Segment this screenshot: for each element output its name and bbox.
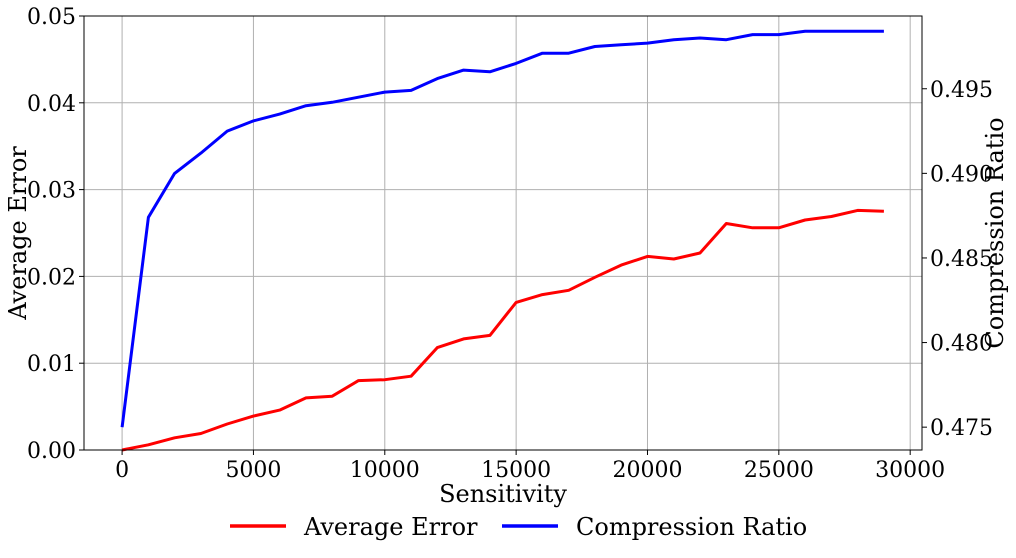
legend: Average Error Compression Ratio [230, 513, 807, 541]
series-line-average-error [121, 208, 884, 452]
x-tick-label: 10000 [350, 458, 420, 483]
left-y-tick-label: 0.05 [27, 5, 76, 30]
right-y-tick-label: 0.475 [930, 416, 993, 441]
left-y-tick-label: 0.00 [27, 439, 76, 464]
x-tick-label: 20000 [612, 458, 682, 483]
grid-lines [84, 15, 922, 451]
series-layer [120, 29, 884, 452]
x-tick-label: 0 [115, 458, 129, 483]
left-y-tick-label: 0.02 [27, 265, 76, 290]
right-y-tick-label: 0.480 [930, 332, 993, 357]
right-y-axis-ticks: 0.475 0.480 0.485 0.490 0.495 [922, 78, 993, 441]
right-y-tick-label: 0.490 [930, 162, 993, 187]
left-y-tick-label: 0.04 [27, 92, 76, 117]
x-tick-label: 5000 [225, 458, 281, 483]
legend-label-average-error: Average Error [303, 513, 478, 541]
left-y-axis-label: Average Error [4, 146, 32, 321]
right-y-tick-label: 0.495 [930, 78, 993, 103]
series-line-compression-ratio [120, 29, 884, 428]
left-y-axis-ticks: 0.00 0.01 0.02 0.03 0.04 0.05 [27, 5, 84, 464]
left-y-tick-label: 0.01 [27, 352, 76, 377]
x-tick-label: 30000 [875, 458, 945, 483]
x-tick-label: 15000 [481, 458, 551, 483]
left-y-tick-label: 0.03 [27, 179, 76, 204]
legend-label-compression-ratio: Compression Ratio [576, 513, 807, 541]
plot-frame [83, 15, 923, 451]
x-tick-label: 25000 [744, 458, 814, 483]
right-y-tick-label: 0.485 [930, 247, 993, 272]
right-y-axis-label: Compression Ratio [981, 117, 1009, 348]
x-axis-label: Sensitivity [439, 480, 567, 508]
x-axis-ticks: 0 5000 10000 15000 20000 25000 30000 [115, 450, 945, 483]
